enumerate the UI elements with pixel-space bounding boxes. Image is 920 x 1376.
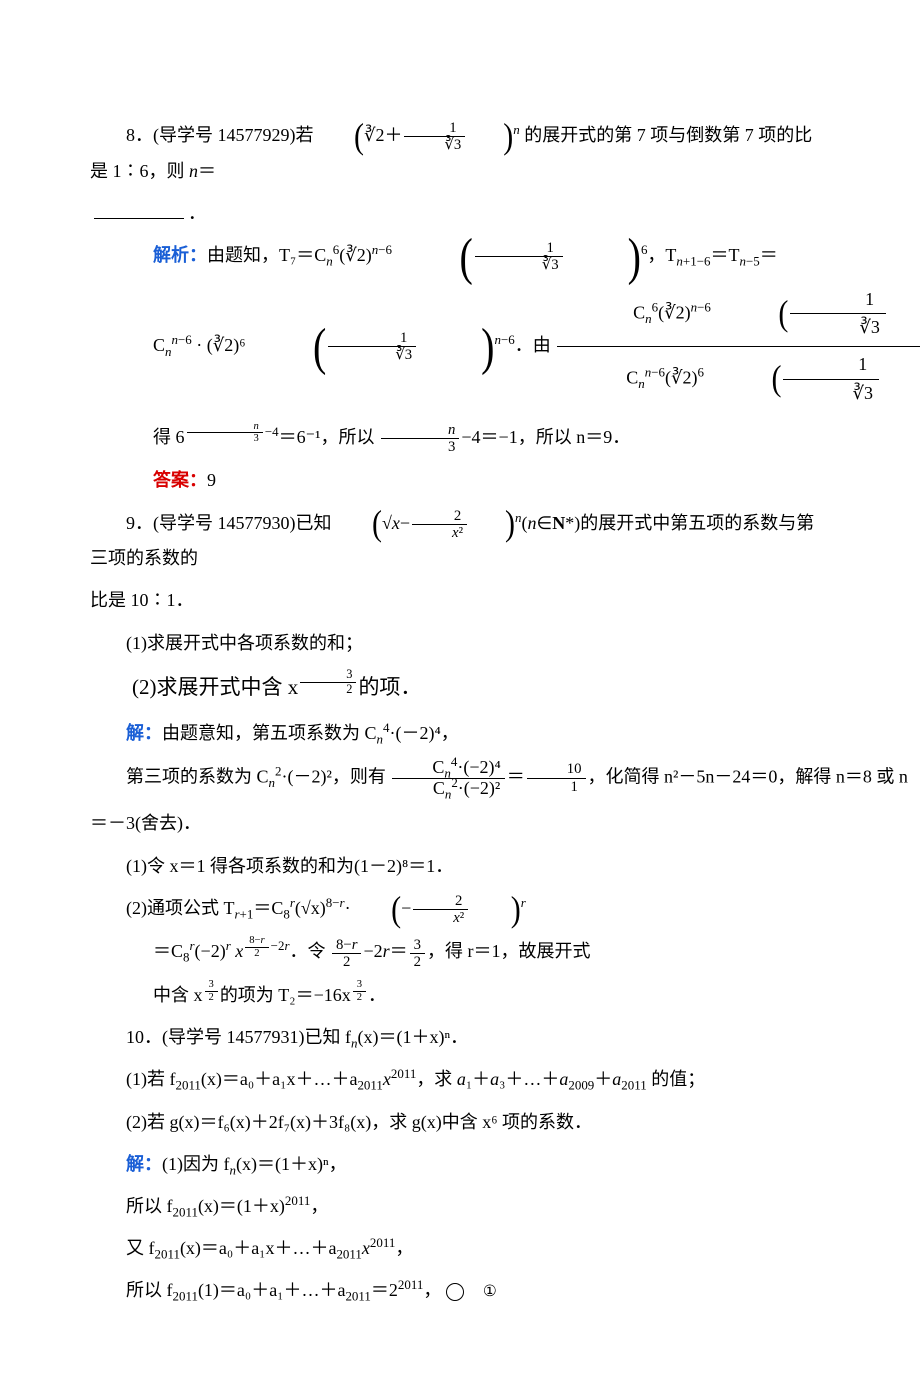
q9-sol-c: ＝－3(舍去)． bbox=[90, 806, 830, 840]
q10-s4b: (1)＝a₀＋a₁＋…＋a bbox=[198, 1280, 346, 1300]
q10-s1: 解：(1)因为 fn(x)＝(1＋x)ⁿ， bbox=[90, 1147, 830, 1181]
q9-sol-d: (1)令 x＝1 得各项系数的和为(1－2)⁸＝1． bbox=[90, 849, 830, 883]
q8-eq: ＝ bbox=[198, 161, 216, 181]
q9-p1: (1)求展开式中各项系数的和； bbox=[90, 626, 830, 660]
q10-p1d: ，求 a₁＋a₃＋…＋a bbox=[416, 1069, 568, 1089]
q9-sa: 由题意知，第五项系数为 C bbox=[162, 723, 377, 743]
frac2: 1∛3 bbox=[475, 240, 563, 273]
exp-n: n bbox=[513, 122, 519, 137]
q10-t1b: (x)＝(1＋x)ⁿ． bbox=[357, 1027, 468, 1047]
q10-stem: 10．(导学号 14577931)已知 fn(x)＝(1＋x)ⁿ． bbox=[90, 1020, 830, 1054]
q9-sol-f: ＝C8r(−2)r x8−r2−2r．令 8−r2−2r＝32，得 r＝1，故展… bbox=[153, 934, 830, 970]
bigfrac: Cn6(∛2)n−6 (1∛3)6 Cnn−6(∛2)6 (1∛3)n−6 bbox=[557, 282, 920, 412]
q9-p2a: (2)求展开式中含 x bbox=[132, 675, 298, 699]
q10-s2c: ， bbox=[310, 1196, 328, 1216]
q9-num: 9 bbox=[126, 513, 135, 533]
q10-s3a: 又 f bbox=[126, 1238, 155, 1258]
q10-s4a: 所以 f bbox=[126, 1280, 173, 1300]
q9-se3: (√x) bbox=[295, 898, 326, 918]
q10-s1b: (x)＝(1＋x)ⁿ， bbox=[236, 1154, 347, 1174]
q9-sb4: ，化简得 n²－5n－24＝0，解得 n＝8 或 n bbox=[588, 766, 908, 786]
q10-s1a: (1)因为 f bbox=[162, 1154, 229, 1174]
q9-sg: 中含 x bbox=[153, 985, 203, 1005]
q8-sol3: 得 6n3−4＝6⁻¹，所以 n3−4＝−1，所以 n＝9． bbox=[90, 420, 830, 456]
q9-sol-b: 第三项的系数为 Cn2·(－2)²，则有 Cn4·(−2)⁴ Cn2·(−2)²… bbox=[90, 758, 830, 799]
q10-s4c: ＝2 bbox=[371, 1280, 398, 1300]
q10-id: 14577931 bbox=[227, 1027, 299, 1047]
q9-stem: 9．(导学号 14577930)已知 (√x−2x²)n(n∈N*)的展开式中第… bbox=[90, 506, 830, 576]
q9-sf5: ，得 r＝1，故展开式 bbox=[427, 941, 591, 961]
frac101: 101 bbox=[527, 761, 586, 794]
q8-s1b: (∛2) bbox=[339, 245, 371, 265]
page-container: 8．(导学号 14577929)若 (∛2＋1∛3)n 的展开式的第 7 项与倒… bbox=[0, 0, 920, 1376]
blank bbox=[94, 202, 184, 219]
period: ． bbox=[188, 203, 206, 223]
comma: ， bbox=[647, 245, 665, 265]
q9-id: 14577930 bbox=[218, 513, 290, 533]
q8-s3b: ＝6⁻¹，所以 bbox=[279, 427, 379, 447]
q8-s1a: 由题知，T₇＝C bbox=[207, 245, 326, 265]
q9-sol-label: 解： bbox=[126, 723, 162, 743]
q10-p2: (2)若 g(x)＝f₆(x)＋2f₇(x)＋3f₈(x)，求 g(x)中含 x… bbox=[90, 1105, 830, 1139]
q8-n: n bbox=[189, 161, 198, 181]
q8-stem: 8．(导学号 14577929)若 (∛2＋1∛3)n 的展开式的第 7 项与倒… bbox=[90, 118, 830, 188]
q9-t1: 已知 bbox=[296, 513, 332, 533]
q10-sol-label: 解： bbox=[126, 1154, 162, 1174]
q8-s3a: 得 6 bbox=[153, 427, 185, 447]
ans-val: 9 bbox=[207, 470, 216, 490]
q10-s2b: (x)＝(1＋x) bbox=[198, 1196, 285, 1216]
q8-answer: 答案：9 bbox=[90, 463, 830, 497]
q8-blank-line: ． bbox=[90, 196, 830, 230]
sol-label: 解析： bbox=[153, 245, 207, 265]
q10-p1b: (x)＝a₀＋a₁x＋…＋a bbox=[201, 1069, 358, 1089]
q9-sb2: ·(－2)²，则有 bbox=[281, 766, 385, 786]
q8-num: 8 bbox=[126, 125, 135, 145]
q10-s4: 所以 f2011(1)＝a₀＋a₁＋…＋a2011＝22011， ① bbox=[90, 1273, 830, 1307]
frac-32: 32 bbox=[410, 937, 425, 970]
q10-s4d: ， bbox=[423, 1280, 441, 1300]
q9-sb: 第三项的系数为 C bbox=[126, 766, 269, 786]
q8-s3c: −4＝−1，所以 n＝9． bbox=[461, 427, 630, 447]
q10-t1: 已知 f bbox=[305, 1027, 352, 1047]
q10-s3b: (x)＝a₀＋a₁x＋…＋a bbox=[180, 1238, 337, 1258]
q10-p1f: 的值； bbox=[647, 1069, 706, 1089]
frac-2x2: 2x² bbox=[413, 893, 468, 926]
q9-sol-e: (2)通项公式 Tr+1＝C8r(√x)8−r· (−2x² )r bbox=[90, 891, 830, 927]
q8-sol1: 解析：由题知，T₇＝Cn6(∛2)n−6 (1∛3)6，Tn+1−6＝Tn−5＝ bbox=[90, 238, 830, 274]
q9-sg2: 的项为 T₂＝−16x bbox=[220, 985, 351, 1005]
q10-p1a: (1)若 f bbox=[126, 1069, 175, 1089]
q9-se2: ＝C bbox=[253, 898, 283, 918]
q9-line2: 比是 10∶1． bbox=[90, 583, 830, 617]
frac-q9: 2x² bbox=[412, 508, 467, 541]
q9-p2b: 的项． bbox=[358, 675, 421, 699]
frac3: 1∛3 bbox=[328, 330, 416, 363]
q9-se: (2)通项公式 T bbox=[126, 898, 234, 918]
q8-id: 14577929 bbox=[218, 125, 290, 145]
q10-s2a: 所以 f bbox=[126, 1196, 173, 1216]
q10-s2: 所以 f2011(x)＝(1＋x)2011， bbox=[90, 1189, 830, 1223]
frac-8r2: 8−r2 bbox=[332, 937, 361, 970]
q9-sg3: ． bbox=[368, 985, 386, 1005]
fracn3: n3 bbox=[381, 422, 459, 455]
q10-num: 10 bbox=[126, 1027, 144, 1047]
eqn-number: ① bbox=[446, 1283, 464, 1301]
q9-sa2: ·(－2)⁴， bbox=[389, 723, 458, 743]
q8-sol2: Cnn−6 · (∛2)⁶ (1∛3)n−6．由 Cn6(∛2)n−6 (1∛3… bbox=[90, 282, 830, 412]
q10-p1: (1)若 f2011(x)＝a₀＋a₁x＋…＋a2011x2011，求 a₁＋a… bbox=[90, 1062, 830, 1096]
q9-sol-a: 解：由题意知，第五项系数为 Cn4·(－2)⁴， bbox=[90, 716, 830, 750]
frac-ratio: Cn4·(−2)⁴ Cn2·(−2)² bbox=[392, 758, 504, 799]
q9-sol-g: 中含 x32的项为 T₂＝−16x32． bbox=[153, 978, 830, 1012]
q10-s3d: ， bbox=[395, 1238, 413, 1258]
frac: 1∛3 bbox=[404, 120, 465, 153]
q9-p2: (2)求展开式中含 x32的项． bbox=[90, 668, 830, 708]
q8-t1: 若 bbox=[296, 125, 314, 145]
q10-s3: 又 f2011(x)＝a₀＋a₁x＋…＋a2011x2011， bbox=[90, 1231, 830, 1265]
ans-label: 答案： bbox=[153, 470, 207, 490]
